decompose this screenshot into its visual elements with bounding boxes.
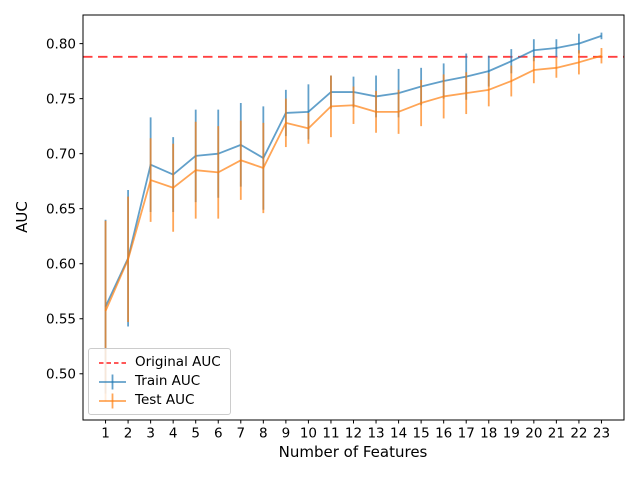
x-tick-label: 17 xyxy=(458,426,475,442)
x-tick-label: 9 xyxy=(282,426,291,442)
x-tick-label: 6 xyxy=(214,426,223,442)
x-tick-label: 20 xyxy=(525,426,542,442)
x-tick-label: 1 xyxy=(101,426,110,442)
y-tick-label: 0.75 xyxy=(46,91,76,107)
x-tick-label: 5 xyxy=(191,426,200,442)
x-tick-label: 21 xyxy=(548,426,565,442)
y-tick-label: 0.55 xyxy=(46,312,76,328)
x-tick-label: 8 xyxy=(259,426,268,442)
y-tick-label: 0.70 xyxy=(46,146,76,162)
x-tick-label: 13 xyxy=(367,426,384,442)
x-tick-label: 11 xyxy=(322,426,339,442)
legend-item: Test AUC xyxy=(99,391,221,410)
y-tick-label: 0.80 xyxy=(46,36,76,52)
errorbar-line-icon xyxy=(99,393,126,408)
x-tick-label: 18 xyxy=(480,426,497,442)
x-tick-label: 19 xyxy=(503,426,520,442)
legend-item-label: Train AUC xyxy=(135,373,201,389)
y-tick-label: 0.65 xyxy=(46,201,76,217)
x-axis-label: Number of Features xyxy=(278,443,428,461)
dashed-line-icon xyxy=(99,361,126,364)
x-tick-label: 14 xyxy=(390,426,407,442)
errorbar-line-icon xyxy=(99,374,126,389)
legend: Original AUC Train AUC Test AUC xyxy=(88,348,231,415)
train-auc-line xyxy=(104,35,602,308)
y-tick-label: 0.60 xyxy=(46,257,76,273)
x-tick-label: 16 xyxy=(435,426,452,442)
x-tick-label: 10 xyxy=(300,426,317,442)
x-tick-label: 22 xyxy=(570,426,587,442)
y-axis-label: AUC xyxy=(13,201,31,233)
legend-item: Original AUC xyxy=(99,353,221,372)
x-tick-label: 4 xyxy=(169,426,178,442)
x-tick-label: 7 xyxy=(236,426,245,442)
x-tick-label: 23 xyxy=(593,426,610,442)
test-auc-line xyxy=(104,54,602,312)
x-tick-label: 2 xyxy=(124,426,133,442)
legend-item: Train AUC xyxy=(99,372,221,391)
legend-item-label: Original AUC xyxy=(135,354,221,370)
x-tick-label: 3 xyxy=(146,426,155,442)
x-tick-label: 15 xyxy=(413,426,430,442)
x-tick-label: 12 xyxy=(345,426,362,442)
legend-item-label: Test AUC xyxy=(135,392,195,408)
y-tick-label: 0.50 xyxy=(46,367,76,383)
